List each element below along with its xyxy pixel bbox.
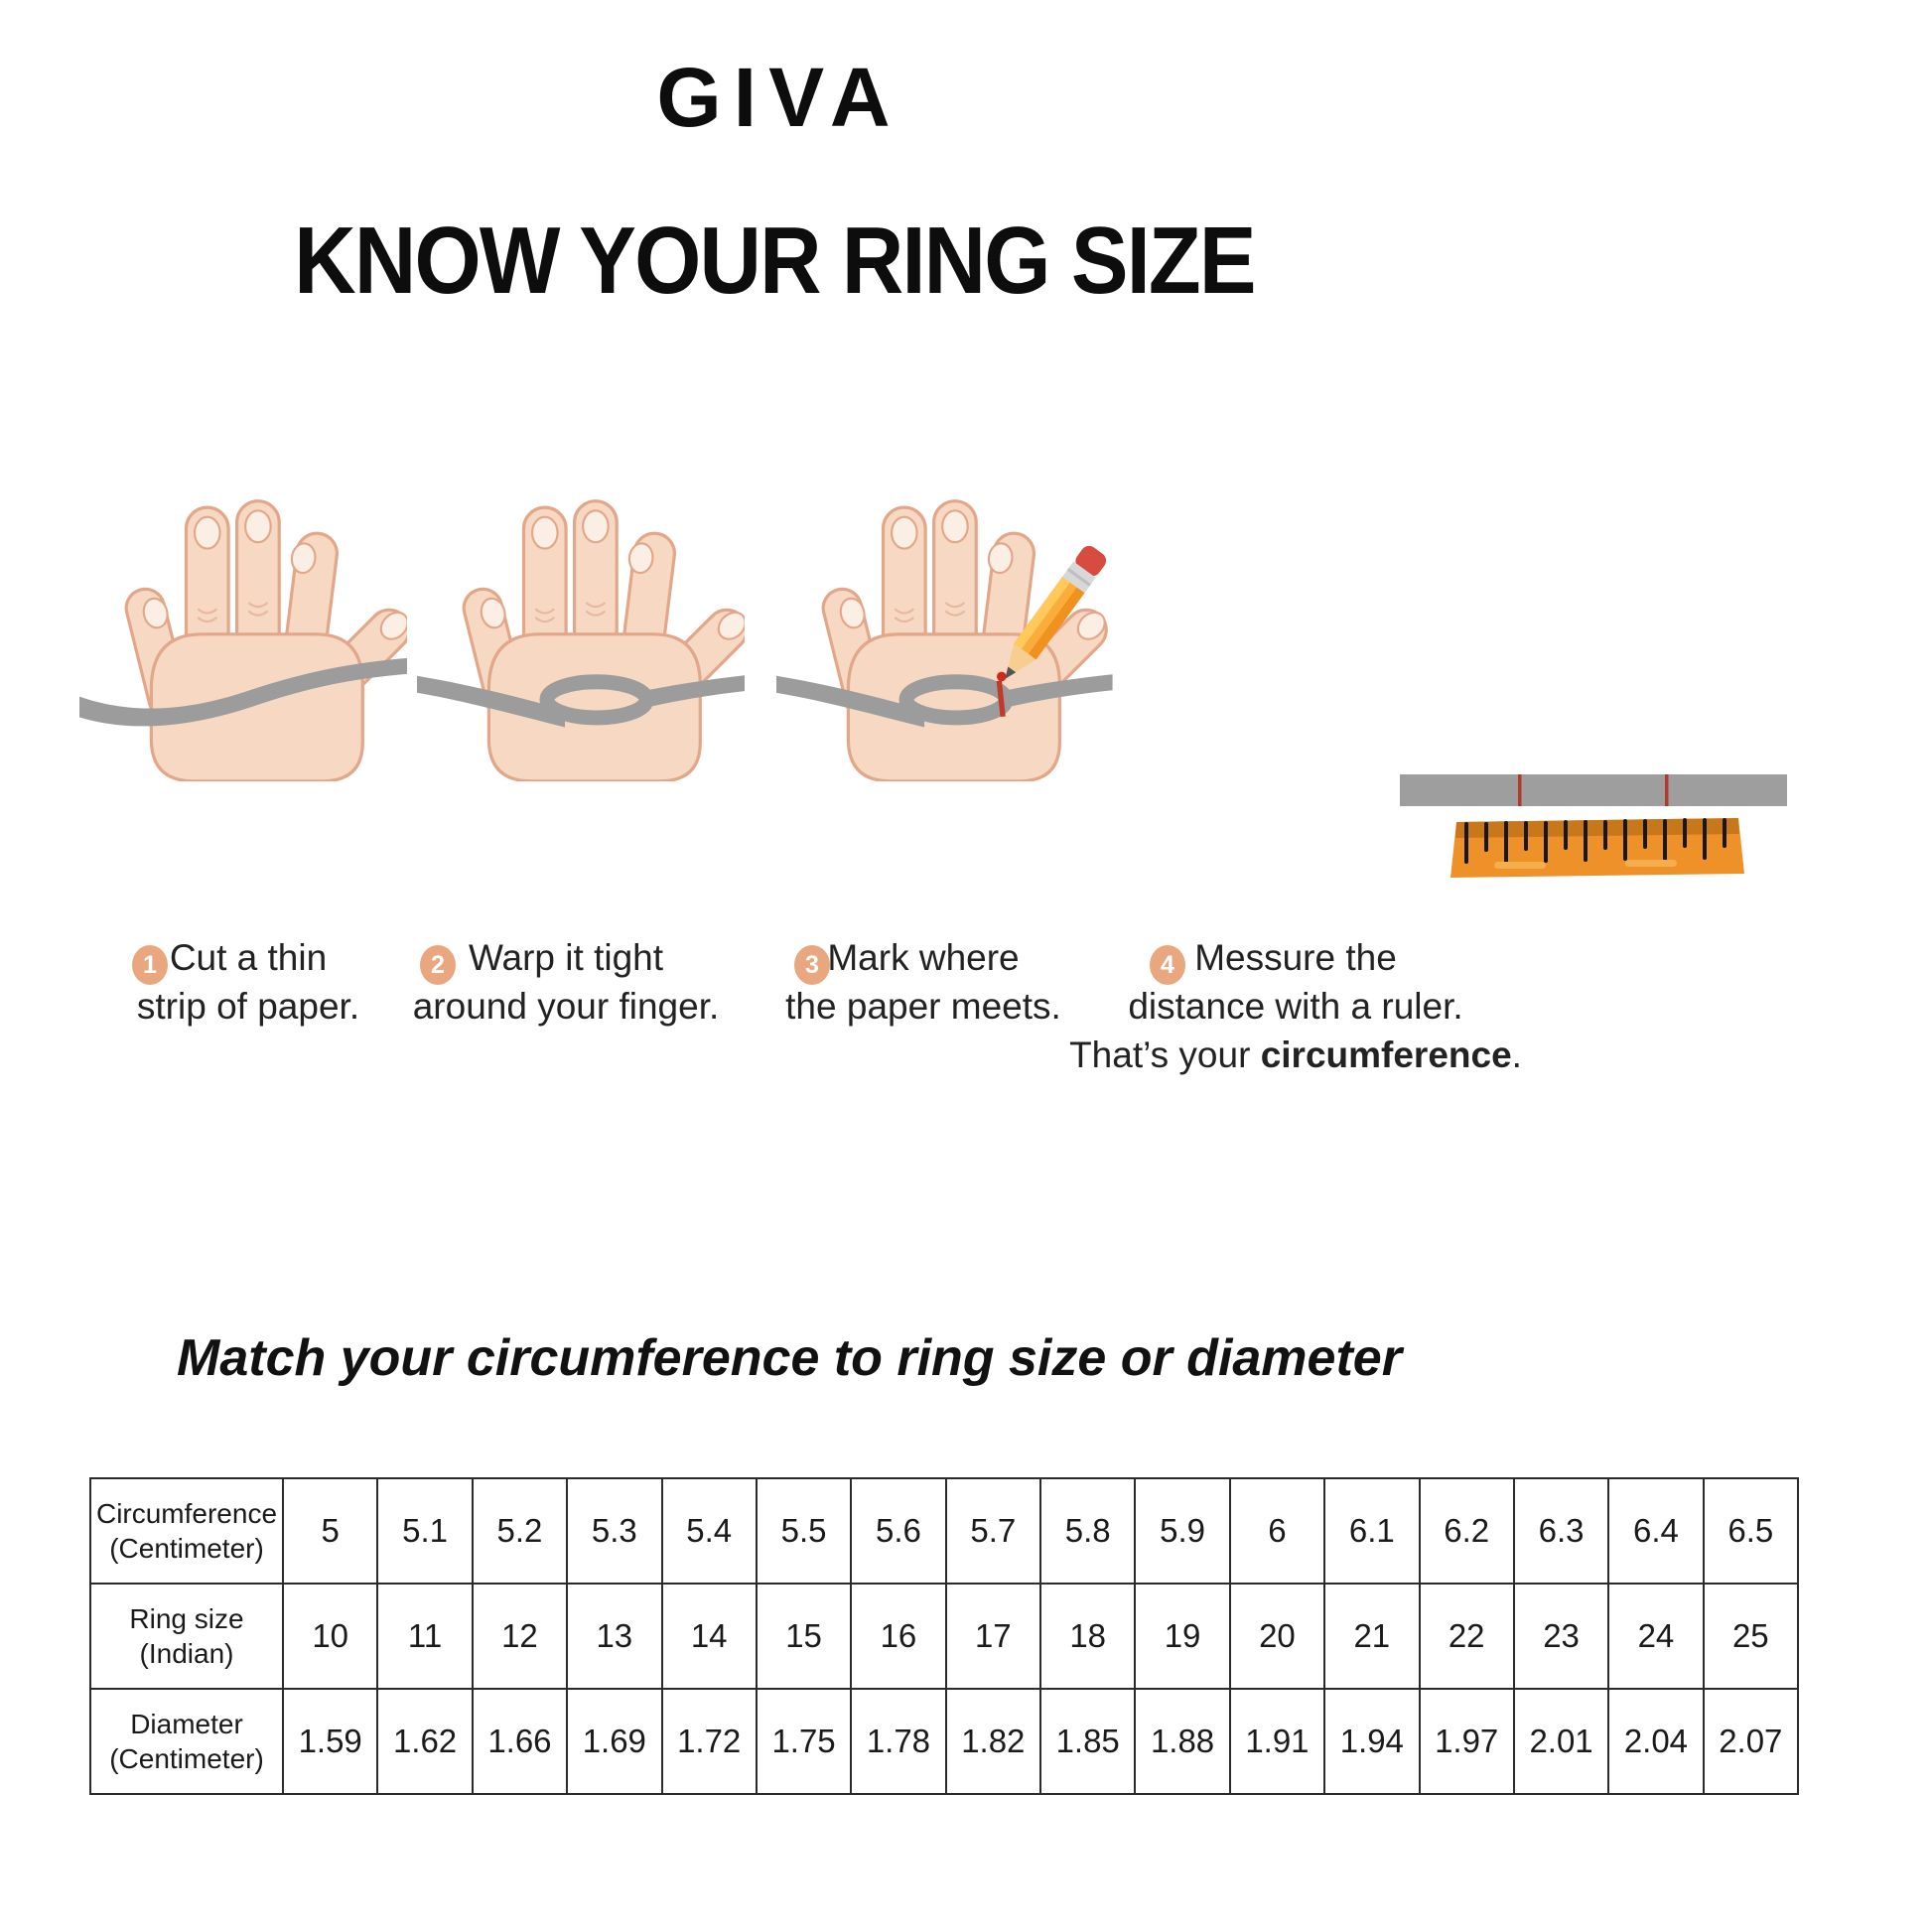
paper-strip-marked [776, 674, 1113, 728]
table-cell: 5.8 [1038, 1477, 1137, 1585]
step2-badge: 2 [420, 945, 456, 985]
table-cell: 1.85 [1038, 1688, 1137, 1795]
table-cell: 1.88 [1134, 1688, 1231, 1795]
hand-step2-illustration [417, 427, 745, 781]
measured-paper-strip [1400, 774, 1787, 806]
table-cell: 23 [1512, 1583, 1610, 1690]
table-cell: 12 [471, 1583, 569, 1690]
table-cell: 5.5 [755, 1477, 853, 1585]
table-cell: 6.2 [1418, 1477, 1515, 1585]
table-cell: 1.82 [944, 1688, 1042, 1795]
table-cell: 2.01 [1512, 1688, 1610, 1795]
table-row: Circumference (Centimeter) 5 5.1 5.2 5.3 5.4 5.… [89, 1477, 1800, 1585]
step2-line1: Warp it tight [468, 937, 664, 978]
table-cell: 1.62 [376, 1688, 474, 1795]
table-cell: 18 [1038, 1583, 1137, 1690]
paper-strip-wrapped [417, 674, 745, 728]
row-label: Diameter (Centimeter) [89, 1688, 284, 1795]
table-title: Match your circumference to ring size or… [177, 1329, 1402, 1387]
table-cell: 10 [281, 1583, 379, 1690]
row-label: Circumference (Centimeter) [89, 1477, 284, 1585]
table-cell: 25 [1702, 1583, 1800, 1690]
table-cell: 2.04 [1607, 1688, 1705, 1795]
table-cell: 1.59 [281, 1688, 379, 1795]
ring-size-table-body: Circumference (Centimeter) 5 5.1 5.2 5.3 5.4 5.… [89, 1477, 1800, 1795]
step4-line2: distance with a ruler. [1128, 986, 1463, 1027]
table-cell: 6.5 [1702, 1477, 1800, 1585]
ruler-illustration [1395, 766, 1792, 891]
table-row: Diameter (Centimeter) 1.59 1.62 1.66 1.69 1.72… [89, 1688, 1800, 1795]
step1-line2: strip of paper. [136, 986, 360, 1027]
step4-line1: Messure the [1194, 937, 1397, 978]
table-cell: 1.91 [1228, 1688, 1326, 1795]
step2-line2: around your finger. [412, 986, 720, 1027]
hand-step3-illustration [776, 427, 1136, 781]
table-cell: 24 [1607, 1583, 1705, 1690]
table-cell: 20 [1228, 1583, 1326, 1690]
row-label: Ring size (Indian) [89, 1583, 284, 1690]
step3-line2: the paper meets. [785, 986, 1061, 1027]
table-cell: 6.4 [1607, 1477, 1705, 1585]
step4-caption: 4 Messure the distance with a ruler. Tha… [1067, 933, 1524, 1079]
table-cell: 14 [660, 1583, 758, 1690]
step4-badge: 4 [1150, 945, 1185, 985]
table-cell: 2.07 [1702, 1688, 1800, 1795]
table-cell: 1.94 [1323, 1688, 1421, 1795]
table-cell: 16 [850, 1583, 947, 1690]
table-cell: 6.1 [1323, 1477, 1421, 1585]
table-cell: 5.2 [471, 1477, 569, 1585]
table-cell: 5.4 [660, 1477, 758, 1585]
table-cell: 19 [1134, 1583, 1231, 1690]
table-cell: 5.9 [1134, 1477, 1231, 1585]
table-cell: 1.78 [850, 1688, 947, 1795]
table-cell: 5.7 [944, 1477, 1042, 1585]
step3-caption: 3 Mark where the paper meets. [764, 933, 1082, 1031]
table-cell: 1.72 [660, 1688, 758, 1795]
table-cell: 5.3 [566, 1477, 663, 1585]
table-cell: 5.6 [850, 1477, 947, 1585]
step4-line3: That’s your circumference. [1069, 1035, 1522, 1075]
hand-step1-illustration [79, 427, 407, 781]
table-cell: 21 [1323, 1583, 1421, 1690]
table-cell: 5.1 [376, 1477, 474, 1585]
table-cell: 6.3 [1512, 1477, 1610, 1585]
table-row: Ring size (Indian) 10 11 12 13 14 15 16 17 18 19 20 2… [89, 1583, 1800, 1690]
paper-strip [79, 657, 407, 727]
table-cell: 1.75 [755, 1688, 853, 1795]
ruler-icon [1450, 818, 1744, 878]
table-cell: 1.69 [566, 1688, 663, 1795]
table-cell: 1.97 [1418, 1688, 1515, 1795]
giva-logo: GIVA [656, 51, 902, 144]
table-cell: 15 [755, 1583, 853, 1690]
table-cell: 17 [944, 1583, 1042, 1690]
table-cell: 6 [1228, 1477, 1326, 1585]
step1-line1: Cut a thin [169, 937, 328, 978]
table-cell: 13 [566, 1583, 663, 1690]
table-cell: 5 [281, 1477, 379, 1585]
step3-line1: Mark where [827, 937, 1020, 978]
table-cell: 11 [376, 1583, 474, 1690]
step1-caption: 1 Cut a thin strip of paper. [94, 933, 402, 1031]
step2-caption: 2 Warp it tight around your finger. [397, 933, 735, 1031]
step1-badge: 1 [132, 945, 168, 985]
page-title: KNOW YOUR RING SIZE [294, 207, 1256, 314]
step3-badge: 3 [794, 945, 830, 985]
pencil-icon [1005, 545, 1107, 679]
table-cell: 1.66 [471, 1688, 569, 1795]
table-cell: 22 [1418, 1583, 1515, 1690]
ring-size-table: Circumference (Centimeter) 5 5.1 5.2 5.3 5.4 5.… [89, 1477, 1800, 1795]
